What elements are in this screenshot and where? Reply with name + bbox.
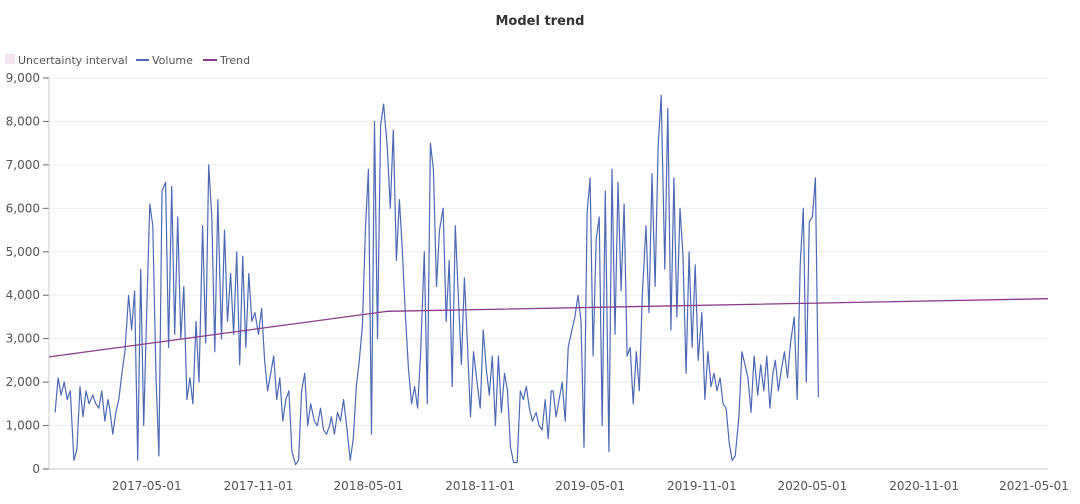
y-tick-label: 2,000 <box>6 375 40 389</box>
plot-area <box>48 94 1049 466</box>
x-tick-label: 2018-11-01 <box>445 479 515 493</box>
y-tick-label: 1,000 <box>6 419 40 433</box>
y-tick-label: 0 <box>32 462 40 476</box>
y-tick-label: 9,000 <box>6 71 40 85</box>
x-tick-label: 2017-11-01 <box>224 479 294 493</box>
volume-line <box>54 94 819 466</box>
y-axis: 0 1,000 2,000 3,000 4,000 5,000 6,000 7,000 8,00… <box>6 71 50 476</box>
chart-title: Model trend <box>496 14 585 29</box>
legend-swatch-uncertainty <box>5 54 15 64</box>
legend-label-uncertainty: Uncertainty interval <box>18 54 128 67</box>
y-tick-label: 6,000 <box>6 201 40 215</box>
x-axis: 2017-05-01 2017-11-01 2018-05-01 2018-11-01… <box>49 468 1069 493</box>
legend-label-trend: Trend <box>219 54 250 67</box>
legend-label-volume: Volume <box>152 54 193 67</box>
y-tick-label: 5,000 <box>6 245 40 259</box>
x-tick-label: 2017-05-01 <box>112 479 182 493</box>
y-tick-label: 8,000 <box>6 114 40 128</box>
y-tick-label: 4,000 <box>6 288 40 302</box>
y-tick-label: 7,000 <box>6 158 40 172</box>
x-tick-label: 2018-05-01 <box>334 479 404 493</box>
x-tick-label: 2020-05-01 <box>777 479 847 493</box>
legend: Uncertainty interval Volume Trend <box>5 54 250 67</box>
x-tick-label: 2020-11-01 <box>889 479 959 493</box>
trend-line <box>48 298 1049 358</box>
y-tick-label: 3,000 <box>6 332 40 346</box>
x-tick-label: 2021-05-01 <box>999 479 1069 493</box>
x-tick-label: 2019-05-01 <box>555 479 625 493</box>
x-tick-label: 2019-11-01 <box>667 479 737 493</box>
